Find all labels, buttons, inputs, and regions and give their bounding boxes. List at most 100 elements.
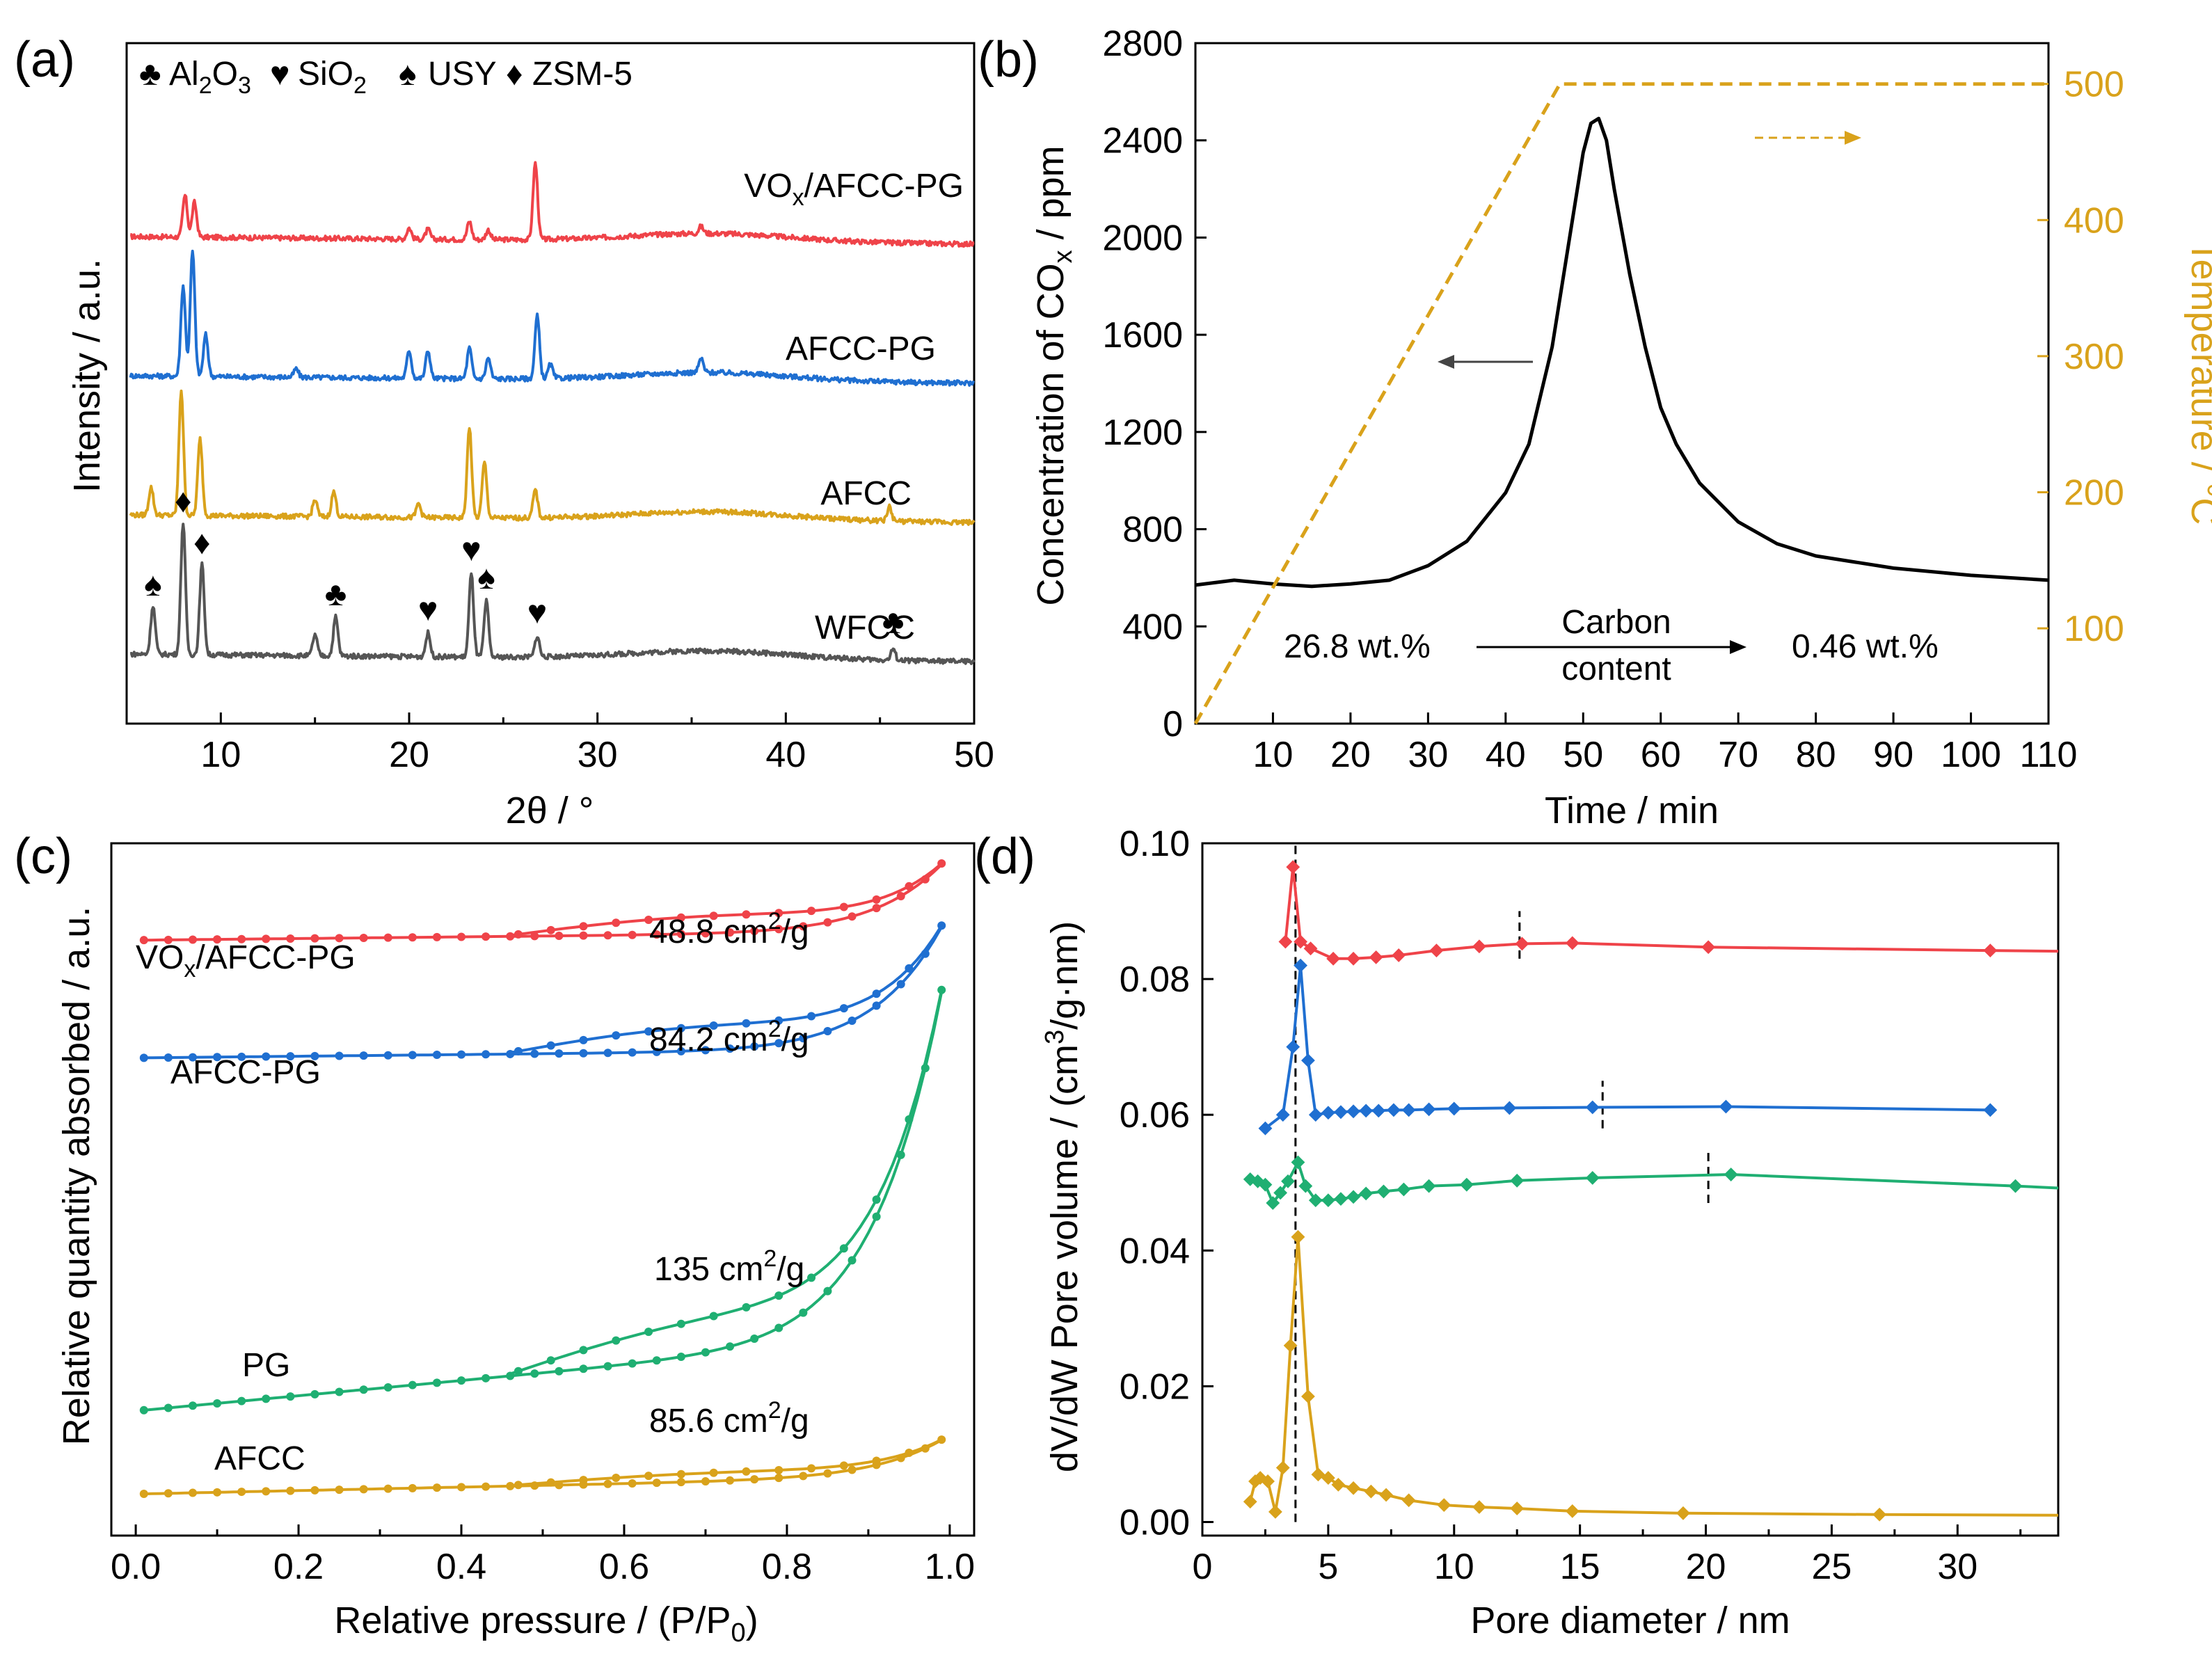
isotherm-point bbox=[335, 1387, 344, 1396]
isotherm-point bbox=[432, 1051, 441, 1060]
legend-zsm5-icon: ♦ bbox=[506, 56, 523, 93]
isotherm-point bbox=[579, 922, 588, 931]
isotherm-point bbox=[514, 930, 523, 939]
isotherm-point bbox=[546, 1356, 555, 1365]
pore-distribution-point bbox=[1422, 1179, 1436, 1193]
isotherm-point bbox=[701, 1046, 710, 1055]
isotherm-point bbox=[628, 1479, 637, 1488]
isotherm-point bbox=[726, 1044, 735, 1053]
pore-distribution-point bbox=[1472, 1500, 1486, 1514]
isotherm-point bbox=[514, 1481, 523, 1490]
pore-distribution-point bbox=[1308, 1108, 1323, 1122]
pore-distribution-point bbox=[1401, 1103, 1416, 1117]
isotherm-point bbox=[612, 1336, 621, 1345]
isotherm-adsorption-pg bbox=[143, 991, 944, 1412]
pore-distribution-point bbox=[1346, 951, 1360, 966]
isotherm-adsorption-vox-afcc-pg bbox=[143, 863, 943, 942]
isotherm-point bbox=[709, 1312, 718, 1321]
pore-distribution-point bbox=[1298, 1179, 1313, 1193]
isotherm-point bbox=[546, 1478, 555, 1487]
peak-marker-icon: ♦ bbox=[193, 525, 211, 561]
peak-marker-icon: ♥ bbox=[418, 591, 438, 628]
isotherm-point bbox=[774, 925, 783, 934]
isotherm-point bbox=[709, 911, 718, 921]
peak-marker-icon: ♠ bbox=[477, 559, 495, 596]
b-left-ytick-label: 2800 bbox=[1102, 24, 1183, 64]
b-xtick-label: 50 bbox=[1563, 735, 1603, 775]
left-axis-arrowhead-icon bbox=[1438, 355, 1454, 369]
isotherm-point bbox=[676, 1469, 685, 1479]
isotherm-point bbox=[335, 1051, 344, 1060]
b-xtick-label: 110 bbox=[2020, 735, 2078, 775]
isotherm-point bbox=[188, 1053, 197, 1062]
isotherm-point bbox=[644, 1328, 653, 1337]
isotherm-point bbox=[742, 1467, 751, 1476]
isotherm-point bbox=[676, 913, 685, 922]
pore-distribution-point bbox=[1334, 1105, 1348, 1120]
isotherm-point bbox=[750, 1475, 759, 1484]
isotherm-point bbox=[530, 932, 539, 941]
isotherm-point bbox=[408, 933, 417, 942]
isotherm-point bbox=[774, 1323, 783, 1332]
pore-distribution-point bbox=[1510, 1501, 1525, 1515]
isotherm-point bbox=[896, 1453, 905, 1463]
peak-marker-icon: ♥ bbox=[461, 532, 482, 568]
b-right-ytick-label: 200 bbox=[2064, 472, 2124, 513]
isotherm-point bbox=[408, 1380, 417, 1389]
b-left-ytick-label: 2000 bbox=[1102, 218, 1183, 258]
isotherm-point bbox=[457, 1376, 466, 1385]
d-ytick-label: 0.02 bbox=[1120, 1367, 1190, 1407]
pore-distribution-point bbox=[1983, 1103, 1998, 1117]
panel-a-label: (a) bbox=[14, 32, 75, 88]
isotherm-point bbox=[644, 916, 653, 925]
b-xtick-label: 30 bbox=[1408, 735, 1448, 775]
b-right-ytick-label: 300 bbox=[2064, 337, 2124, 377]
panel-b-ylabel-right: Temperature / °C bbox=[2183, 241, 2212, 525]
pore-distribution-point bbox=[1364, 1484, 1378, 1499]
isotherm-point bbox=[799, 1472, 808, 1481]
curve-label-pg: PG bbox=[242, 1347, 290, 1384]
isotherm-point bbox=[823, 1469, 832, 1478]
isotherm-point bbox=[774, 1291, 783, 1300]
pore-distribution-point bbox=[1585, 1100, 1600, 1115]
pore-distribution-point bbox=[1585, 1171, 1600, 1185]
isotherm-point bbox=[383, 933, 392, 942]
xrd-line-vox-afcc-pg bbox=[129, 161, 975, 248]
isotherm-point bbox=[612, 1473, 621, 1482]
isotherm-point bbox=[905, 964, 914, 973]
c-xtick-label: 1.0 bbox=[925, 1547, 975, 1587]
panel-d-ylabel: dV/dW Pore volume / (cm3/g·nm) bbox=[1040, 921, 1085, 1472]
isotherm-point bbox=[383, 1484, 392, 1493]
surface-area-vox-afcc-pg: 48.8 cm2/g bbox=[649, 908, 809, 950]
pore-distribution-point bbox=[1308, 1193, 1323, 1208]
isotherm-point bbox=[799, 922, 808, 931]
panel-b-ticks: 10 20 30 40 50 60 70 80 90 100 110 0 400 800 1200 1600 2… bbox=[1102, 24, 2124, 775]
isotherm-point bbox=[628, 1359, 637, 1368]
pore-distribution-point bbox=[1387, 1103, 1401, 1117]
isotherm-point bbox=[896, 891, 905, 900]
isotherm-point bbox=[408, 1051, 417, 1060]
isotherm-point bbox=[457, 932, 466, 941]
isotherm-point bbox=[872, 989, 881, 998]
isotherm-point bbox=[335, 1485, 344, 1495]
b-right-ytick-label: 100 bbox=[2064, 609, 2124, 649]
isotherm-point bbox=[555, 932, 564, 941]
xrd-line-wfcc bbox=[129, 523, 976, 665]
panel-a-series bbox=[129, 161, 976, 665]
isotherm-point bbox=[579, 1049, 588, 1058]
isotherm-adsorption-afcc bbox=[143, 1439, 943, 1496]
c-xtick-label: 0.0 bbox=[111, 1547, 161, 1587]
d-xtick-label: 25 bbox=[1811, 1547, 1852, 1587]
panel-b-label: (b) bbox=[978, 32, 1039, 88]
isotherm-point bbox=[896, 980, 905, 989]
pore-distribution-point bbox=[1326, 951, 1341, 966]
panel-a-ticks: 10 20 30 40 50 bbox=[200, 712, 994, 775]
isotherm-point bbox=[603, 1362, 612, 1371]
pore-distribution-line-afcc-pg bbox=[1264, 964, 1991, 1130]
isotherm-point bbox=[286, 1392, 295, 1401]
a-xtick-label: 50 bbox=[954, 735, 994, 775]
d-xtick-label: 0 bbox=[1193, 1547, 1213, 1587]
isotherm-point bbox=[839, 902, 848, 911]
pore-distribution-point bbox=[1872, 1507, 1887, 1522]
isotherm-point bbox=[359, 1051, 368, 1060]
